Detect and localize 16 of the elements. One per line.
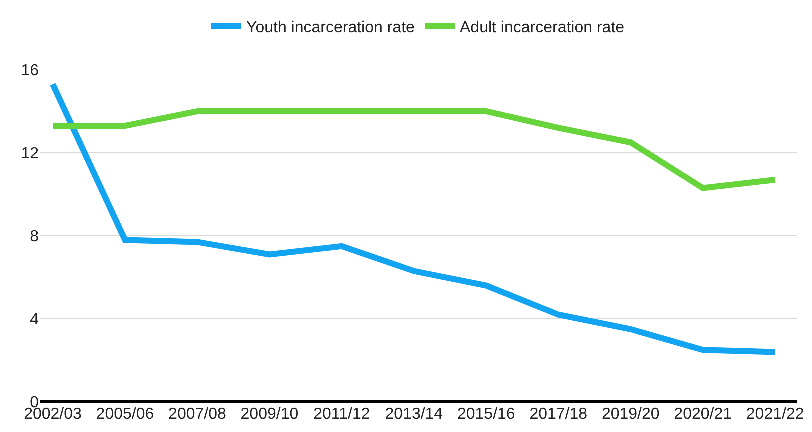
x-tick-label: 2009/10 xyxy=(240,406,299,423)
y-tick-label: 12 xyxy=(21,146,40,163)
y-tick-label: 16 xyxy=(21,62,40,80)
x-tick-label: 2005/06 xyxy=(96,406,154,423)
x-tick-label: 2020/21 xyxy=(674,406,732,423)
x-tick-label: 2015/16 xyxy=(457,406,516,423)
x-tick-label: 2019/20 xyxy=(602,406,660,423)
y-tick-label: 8 xyxy=(30,228,40,246)
x-tick-label: 2011/12 xyxy=(314,406,370,423)
x-tick-label: 2013/14 xyxy=(385,406,444,423)
x-tick-label: 2017/18 xyxy=(530,406,588,423)
y-tick-label: 4 xyxy=(30,312,40,329)
legend-label: Youth incarceration rate xyxy=(246,20,416,37)
x-tick-label: 2007/08 xyxy=(168,406,226,423)
legend-label: Adult incarceration rate xyxy=(460,20,625,37)
x-tick-label: 2021/22 xyxy=(746,406,804,423)
